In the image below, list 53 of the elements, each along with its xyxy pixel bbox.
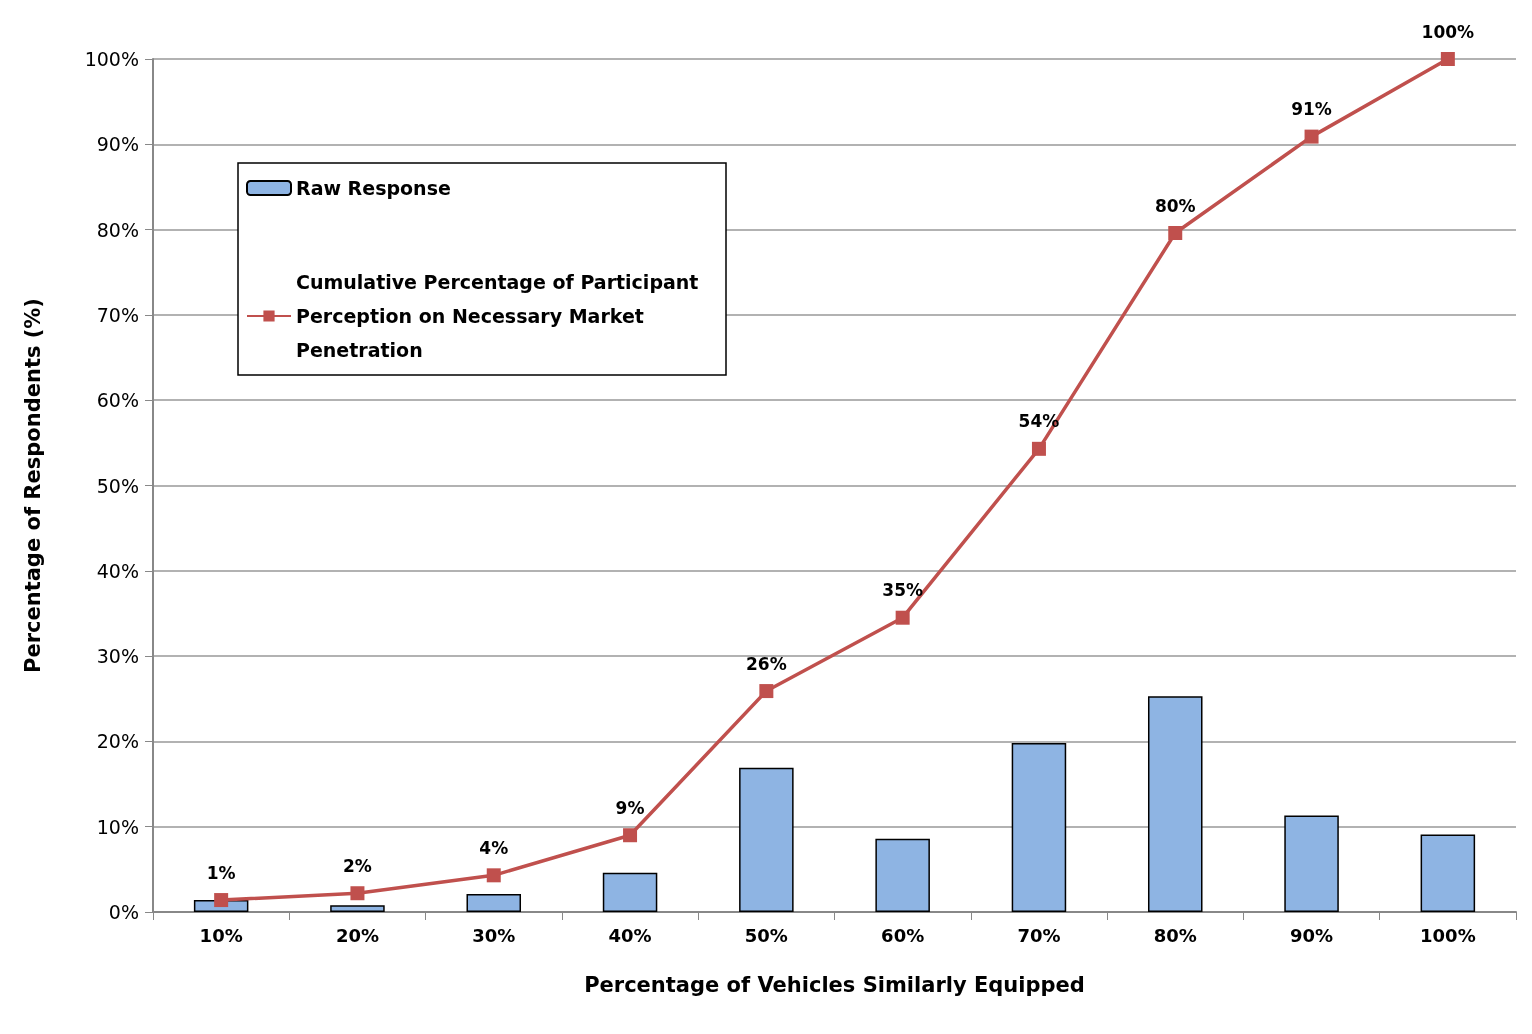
x-tick-label: 90%: [1290, 924, 1334, 946]
data-label: 35%: [882, 580, 923, 601]
bar: [739, 767, 794, 912]
bar: [1147, 696, 1203, 912]
y-tick-label: 90%: [96, 133, 139, 156]
y-tick-label: 20%: [96, 730, 139, 753]
bar: [1011, 743, 1067, 912]
point: [759, 684, 774, 699]
point: [486, 868, 501, 883]
point: [214, 893, 229, 908]
data-label: 91%: [1291, 99, 1332, 120]
x-tick-label: 50%: [744, 924, 788, 946]
bar: [602, 872, 658, 912]
data-label: 4%: [479, 837, 509, 858]
x-tick-label: 20%: [335, 924, 379, 946]
data-label: 100%: [1421, 21, 1475, 42]
y-tick-label: 80%: [96, 218, 139, 241]
y-axis-title: Percentage of Respondents (%): [20, 298, 45, 673]
legend-label: Raw Response: [296, 177, 451, 199]
point: [1440, 52, 1455, 66]
y-tick-label: 10%: [96, 815, 139, 838]
point: [1168, 226, 1183, 241]
x-tick-label: 40%: [608, 924, 652, 946]
point: [1031, 441, 1046, 456]
bar: [466, 894, 522, 912]
data-label: 26%: [746, 653, 787, 674]
point: [1304, 129, 1319, 144]
data-label: 80%: [1154, 195, 1196, 216]
data-label: 9%: [615, 797, 645, 818]
x-tick-label: 10%: [199, 924, 243, 946]
bar: [330, 905, 385, 912]
y-tick-label: 50%: [96, 474, 139, 497]
y-tick-label: 70%: [96, 303, 139, 326]
y-tick-label: 30%: [96, 645, 139, 668]
x-tick-label: 70%: [1017, 924, 1061, 946]
bar: [875, 838, 930, 912]
data-label: 1%: [206, 862, 236, 883]
y-tick-label: 40%: [96, 559, 139, 582]
x-tick-label: 100%: [1420, 924, 1476, 946]
bar: [1420, 834, 1476, 912]
point: [895, 610, 910, 625]
x-tick-label: 80%: [1153, 924, 1197, 946]
point: [623, 828, 638, 843]
x-axis-title: Percentage of Vehicles Similarly Equipped: [584, 972, 1085, 997]
y-tick-label: 60%: [96, 389, 139, 412]
point: [350, 886, 365, 901]
legend-label: Cumulative Percentage of Participant Perception on Necessary Market Penetration: [296, 271, 706, 361]
y-tick-label: 100%: [84, 48, 139, 70]
x-tick-label: 60%: [881, 924, 925, 946]
data-label: 2%: [343, 855, 372, 876]
x-tick-label: 30%: [472, 924, 516, 946]
bar: [1284, 815, 1339, 912]
y-tick-label: 0%: [108, 901, 139, 923]
